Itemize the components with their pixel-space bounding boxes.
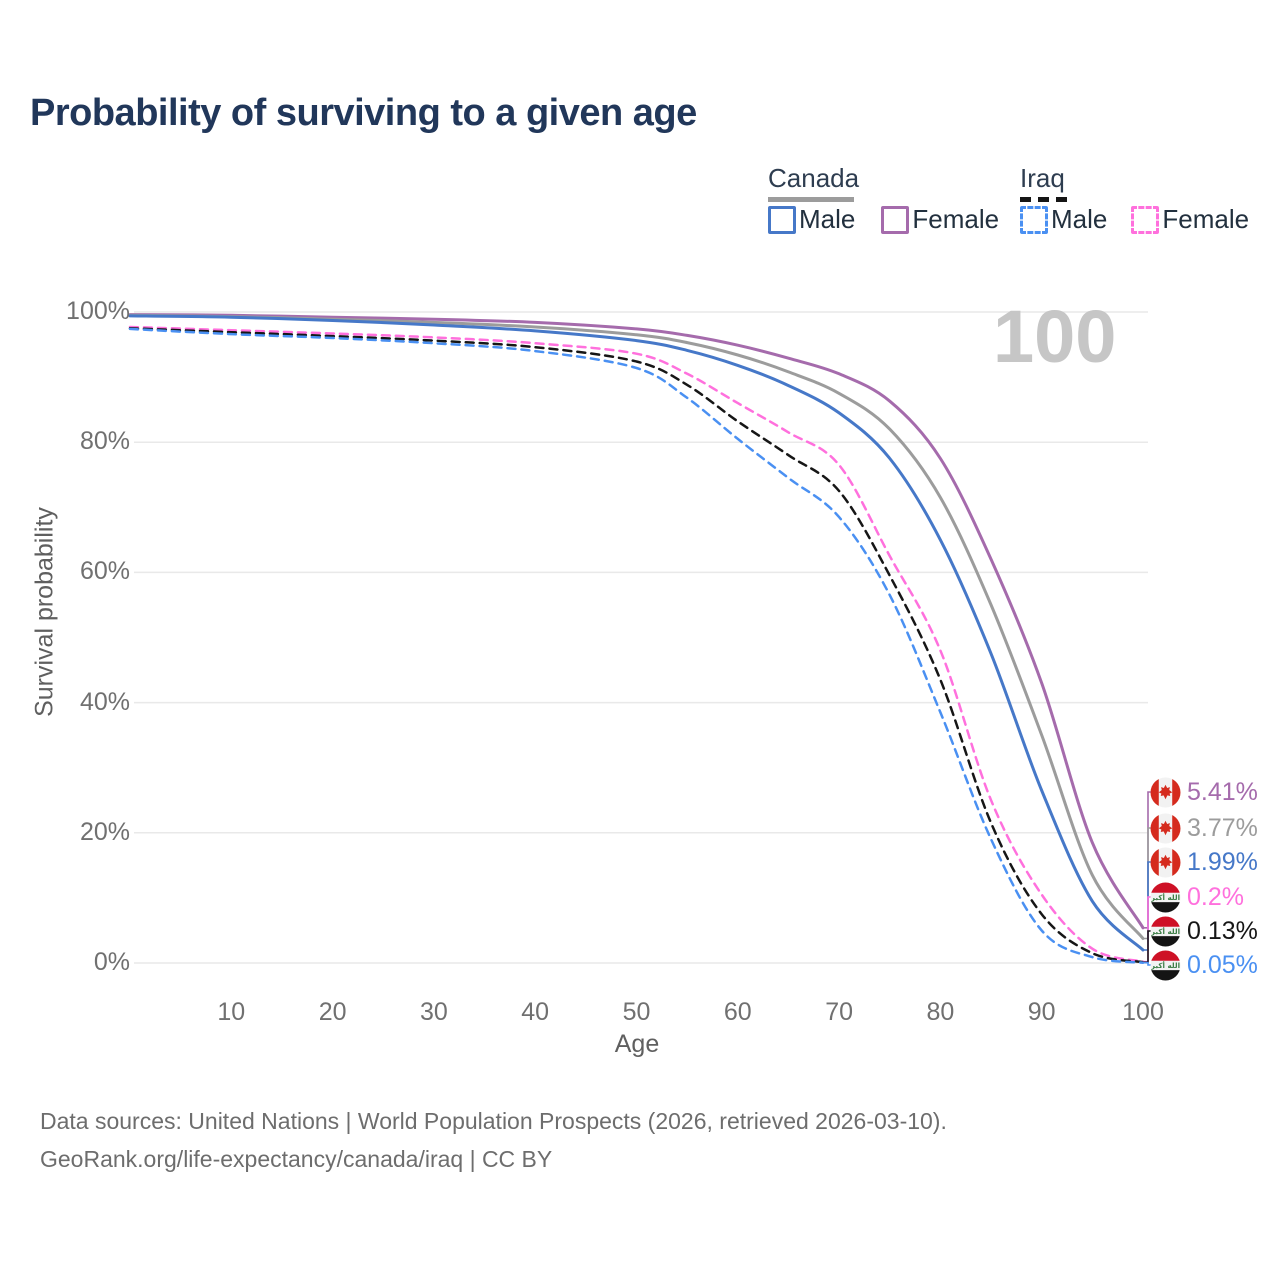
chart-title: Probability of surviving to a given age bbox=[30, 92, 697, 134]
legend-group-canada: Canada bbox=[768, 163, 859, 202]
curve-canada-male[interactable] bbox=[128, 314, 1145, 952]
svg-text:الله أكبر: الله أكبر bbox=[1150, 893, 1180, 902]
end-label-iraq-male: الله أكبر 0.05% bbox=[1150, 949, 1258, 981]
end-label-value: 1.99% bbox=[1187, 847, 1258, 876]
x-tick-label: 80 bbox=[926, 998, 955, 1026]
x-tick-label: 30 bbox=[419, 998, 448, 1026]
canada-male-swatch-icon[interactable] bbox=[768, 205, 796, 234]
curve-iraq-female[interactable] bbox=[128, 325, 1145, 963]
end-label-connectors bbox=[1143, 791, 1152, 966]
iraq-flag-icon: الله أكبر bbox=[1150, 950, 1181, 980]
end-label-iraq-both-sexes: الله أكبر 0.13% bbox=[1150, 915, 1258, 947]
curve-canada-both-sexes[interactable] bbox=[128, 313, 1145, 940]
iraq-female-swatch-icon[interactable] bbox=[1131, 205, 1160, 234]
x-tick-label: 10 bbox=[217, 998, 246, 1026]
x-tick-label: 70 bbox=[825, 998, 853, 1026]
iraq-flag-icon: الله أكبر bbox=[1150, 882, 1181, 912]
svg-text:الله أكبر: الله أكبر bbox=[1150, 961, 1180, 970]
y-tick-label: 60% bbox=[79, 557, 130, 586]
footer-data-sources: Data sources: United Nations | World Pop… bbox=[40, 1108, 947, 1134]
canada-flag-icon bbox=[1150, 777, 1181, 807]
canada-flag-icon bbox=[1150, 847, 1181, 877]
x-tick-label: 60 bbox=[723, 998, 752, 1026]
x-tick-label: 20 bbox=[318, 998, 347, 1026]
footer-attribution: GeoRank.org/life-expectancy/canada/iraq … bbox=[40, 1146, 553, 1172]
iraq-male-swatch-icon[interactable] bbox=[1020, 205, 1048, 234]
iraq-flag-icon: الله أكبر bbox=[1150, 916, 1181, 946]
end-label-canada-female: 5.41% bbox=[1150, 776, 1258, 808]
end-label-value: 3.77% bbox=[1187, 813, 1258, 842]
legend-group-iraq: Iraq bbox=[1020, 163, 1070, 202]
legend-header-iraq[interactable]: Iraq bbox=[1020, 163, 1065, 193]
end-label-value: 0.05% bbox=[1187, 950, 1258, 979]
end-label-value: 0.2% bbox=[1187, 882, 1244, 911]
y-tick-label: 0% bbox=[93, 948, 130, 976]
x-axis-title: Age bbox=[614, 1030, 660, 1058]
hover-age-watermark: 100 bbox=[993, 295, 1117, 378]
y-tick-label: 80% bbox=[79, 427, 130, 456]
curve-iraq-both-sexes[interactable] bbox=[128, 327, 1145, 964]
legend-underline-iraq-dashed bbox=[1020, 197, 1070, 202]
x-tick-label: 90 bbox=[1027, 998, 1056, 1026]
y-axis-title: Survival probability bbox=[30, 507, 59, 717]
iraq-female-label[interactable]: Female bbox=[1162, 204, 1250, 234]
end-label-canada-both-sexes: 3.77% bbox=[1150, 812, 1258, 844]
x-tick-label: 100 bbox=[1122, 998, 1164, 1026]
curve-canada-female[interactable] bbox=[128, 313, 1145, 930]
y-tick-label: 20% bbox=[79, 817, 130, 846]
canada-female-swatch-icon[interactable] bbox=[881, 205, 910, 234]
iraq-male-label[interactable]: Male bbox=[1051, 204, 1108, 234]
end-label-value: 5.41% bbox=[1187, 777, 1258, 806]
x-tick-label: 50 bbox=[622, 998, 651, 1026]
canada-female-label[interactable]: Female bbox=[912, 204, 1000, 234]
legend-row-canada: Male Female bbox=[768, 204, 999, 235]
connector-iraq-male bbox=[1143, 961, 1152, 966]
y-tick-label: 100% bbox=[66, 297, 130, 325]
legend-header-canada[interactable]: Canada bbox=[768, 163, 860, 193]
canada-male-label[interactable]: Male bbox=[799, 204, 856, 234]
y-tick-label: 40% bbox=[79, 687, 130, 716]
gridlines bbox=[134, 311, 1148, 964]
legend-row-iraq: Male Female bbox=[1020, 204, 1249, 235]
end-label-value: 0.13% bbox=[1187, 916, 1258, 945]
x-tick-label: 40 bbox=[521, 998, 550, 1026]
curve-iraq-male[interactable] bbox=[128, 327, 1145, 964]
canada-flag-icon bbox=[1150, 813, 1181, 843]
svg-text:الله أكبر: الله أكبر bbox=[1150, 927, 1180, 936]
legend-underline-canada-solid bbox=[768, 197, 854, 202]
end-label-iraq-female: الله أكبر 0.2% bbox=[1150, 881, 1244, 913]
end-label-canada-male: 1.99% bbox=[1150, 846, 1258, 878]
